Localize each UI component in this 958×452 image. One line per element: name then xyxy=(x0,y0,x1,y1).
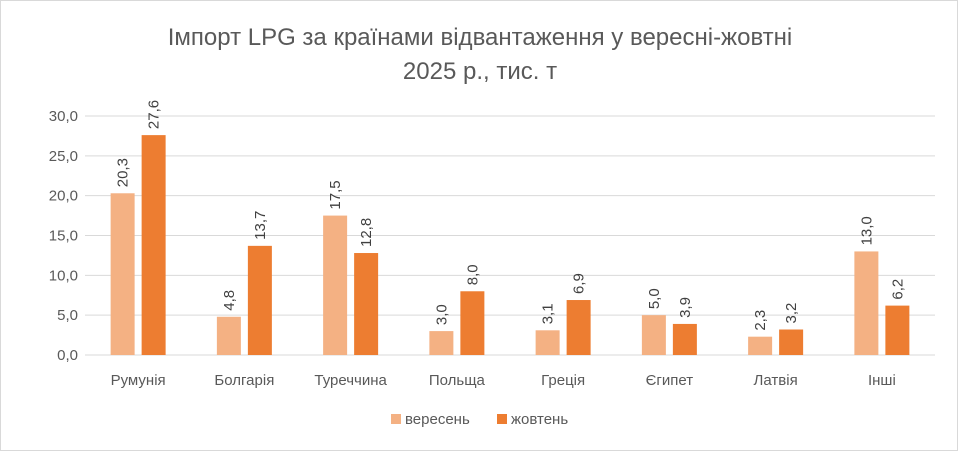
chart-title-line-2: 2025 р., тис. т xyxy=(402,58,558,85)
bar xyxy=(429,331,454,355)
legend-label: вересень xyxy=(405,411,470,428)
y-tick-label: 25,0 xyxy=(49,148,78,165)
legend-swatch xyxy=(391,414,401,424)
data-label: 20,3 xyxy=(115,158,132,187)
data-label: 3,1 xyxy=(540,303,557,324)
x-tick-label: Інші xyxy=(868,372,896,389)
data-label: 2,3 xyxy=(752,310,769,331)
data-labels: 20,3 27,6 4,8 13,7 17,5 12,8 3,0 8,0 3,1 6,9 5,0 3,… xyxy=(115,100,907,331)
bar xyxy=(748,336,773,355)
x-tick-label: Єгипет xyxy=(646,372,694,389)
bar xyxy=(247,245,272,355)
y-tick-label: 15,0 xyxy=(49,228,78,245)
bar xyxy=(885,305,910,355)
legend: вересень жовтень xyxy=(391,411,568,428)
bar xyxy=(779,329,804,355)
bar xyxy=(216,316,241,355)
data-label: 6,2 xyxy=(889,279,906,300)
bar xyxy=(854,251,879,355)
gridlines xyxy=(85,115,935,356)
y-axis-ticks: 0,0 5,0 10,0 15,0 20,0 25,0 30,0 xyxy=(49,108,78,364)
bar xyxy=(641,315,666,355)
x-tick-label: Румунія xyxy=(111,372,166,389)
x-tick-label: Туреччина xyxy=(314,372,387,389)
data-label: 12,8 xyxy=(358,218,375,247)
data-label: 17,5 xyxy=(327,180,344,209)
y-tick-label: 5,0 xyxy=(57,307,78,324)
x-axis-ticks: Румунія Болгарія Туреччина Польща Греція Єгип… xyxy=(111,372,896,389)
data-label: 4,8 xyxy=(221,290,238,311)
legend-label: жовтень xyxy=(511,411,568,428)
bars xyxy=(110,135,910,355)
data-label: 6,9 xyxy=(571,273,588,294)
bar xyxy=(110,193,135,355)
x-tick-label: Польща xyxy=(429,372,486,389)
y-tick-label: 0,0 xyxy=(57,347,78,364)
data-label: 3,2 xyxy=(783,303,800,324)
x-tick-label: Латвія xyxy=(754,372,798,389)
data-label: 3,9 xyxy=(677,297,694,318)
chart-title: Імпорт LPG за країнами відвантаження у в… xyxy=(1,21,958,89)
y-tick-label: 30,0 xyxy=(49,108,78,125)
bar xyxy=(672,323,697,355)
bar xyxy=(460,291,485,355)
data-label: 27,6 xyxy=(146,100,163,129)
bar xyxy=(141,135,166,355)
chart-title-line-1: Імпорт LPG за країнами відвантаження у в… xyxy=(167,24,793,51)
y-tick-label: 20,0 xyxy=(49,188,78,205)
bar xyxy=(535,330,560,355)
bar xyxy=(354,253,379,355)
bar xyxy=(566,300,591,355)
x-tick-label: Болгарія xyxy=(214,372,274,389)
data-label: 8,0 xyxy=(464,264,481,285)
y-tick-label: 10,0 xyxy=(49,267,78,284)
data-label: 5,0 xyxy=(646,288,663,309)
data-label: 3,0 xyxy=(433,304,450,325)
data-label: 13,0 xyxy=(858,216,875,245)
x-tick-label: Греція xyxy=(541,372,585,389)
legend-swatch xyxy=(497,414,507,424)
bar xyxy=(323,215,348,355)
data-label: 13,7 xyxy=(252,211,269,240)
